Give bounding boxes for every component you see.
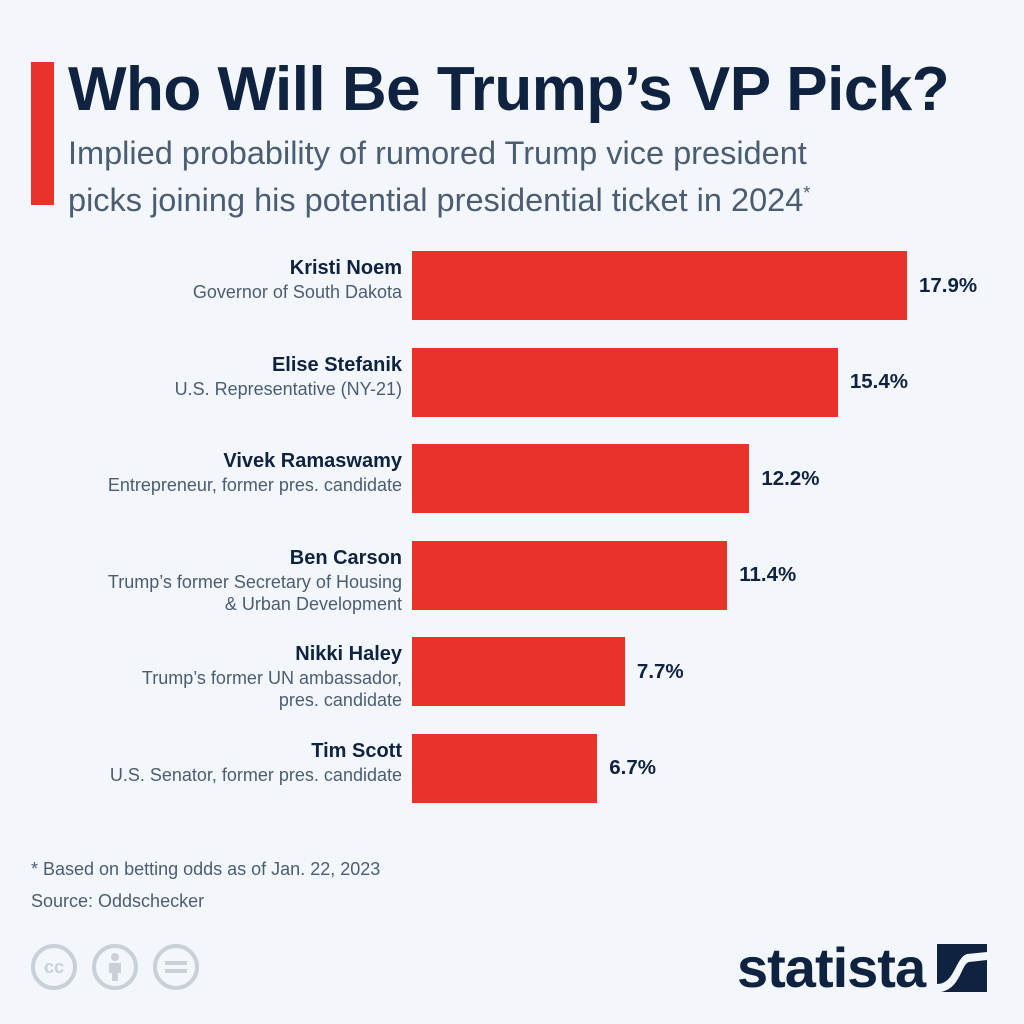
subtitle-line-1: Implied probability of rumored Trump vic… bbox=[68, 135, 807, 171]
category-description: Trump’s former Secretary of Housing bbox=[107, 571, 402, 592]
subtitle-line-2: picks joining his potential presidential… bbox=[68, 173, 968, 220]
category-label: Nikki Haley Trump’s former UN ambassador,… bbox=[142, 641, 402, 711]
no-derivatives-icon[interactable] bbox=[153, 944, 199, 990]
category-description: U.S. Senator, former pres. candidate bbox=[109, 764, 402, 785]
person-glyph bbox=[109, 953, 121, 981]
value-label: 6.7% bbox=[609, 756, 656, 779]
category-name: Nikki Haley bbox=[295, 643, 402, 665]
bar-nikki-haley bbox=[412, 637, 625, 706]
category-description: pres. candidate bbox=[278, 690, 402, 710]
category-name: Elise Stefanik bbox=[271, 353, 402, 376]
subtitle-line-2-text: picks joining his potential presidential… bbox=[68, 181, 804, 218]
category-description: Entrepreneur, former pres. candidate bbox=[107, 475, 402, 495]
subtitle-asterisk: * bbox=[803, 183, 811, 203]
bar-elise-stefanik bbox=[412, 347, 838, 417]
value-label: 11.4% bbox=[739, 563, 797, 586]
bar-tim-scott bbox=[412, 733, 598, 803]
footnote-source: Source: Oddschecker bbox=[31, 891, 205, 911]
category-label: Vivek Ramaswamy Entrepreneur, former pres… bbox=[108, 448, 402, 496]
category-description: & Urban Development bbox=[224, 593, 402, 614]
footnote-note: * Based on betting odds as of Jan. 22, 2… bbox=[31, 859, 381, 879]
category-label: Kristi Noem Governor of South Dakota bbox=[193, 255, 402, 303]
attribution-icon[interactable] bbox=[92, 944, 138, 990]
cc-icon[interactable]: cc bbox=[31, 944, 77, 990]
value-label: 15.4% bbox=[849, 370, 908, 393]
category-description: Trump’s former UN ambassador, bbox=[141, 668, 402, 688]
category-label: Ben Carson Trump’s former Secretary of Ho… bbox=[108, 545, 402, 615]
bar-vivek-ramaswamy bbox=[412, 444, 750, 513]
category-description: U.S. Representative (NY-21) bbox=[174, 378, 402, 399]
value-label: 17.9% bbox=[919, 273, 978, 297]
category-name: Kristi Noem bbox=[289, 257, 402, 279]
category-name: Ben Carson bbox=[289, 546, 402, 569]
statista-logo[interactable]: statista bbox=[737, 936, 988, 999]
category-description: Governor of South Dakota bbox=[192, 282, 402, 302]
chart-subtitle: Implied probability of rumored Trump vic… bbox=[68, 133, 968, 220]
value-label: 7.7% bbox=[636, 659, 684, 683]
value-label: 12.2% bbox=[761, 466, 820, 490]
bar-ben-carson bbox=[412, 540, 728, 610]
title-accent-bar bbox=[31, 62, 54, 205]
cc-icon-text: cc bbox=[43, 956, 65, 977]
category-name: Vivek Ramaswamy bbox=[223, 450, 402, 472]
category-label: Tim Scott U.S. Senator, former pres. cand… bbox=[110, 738, 402, 786]
footnote: * Based on betting odds as of Jan. 22, 2… bbox=[31, 853, 380, 917]
category-label: Elise Stefanik U.S. Representative (NY-21… bbox=[175, 352, 402, 400]
category-name: Tim Scott bbox=[311, 739, 402, 762]
statista-logo-icon bbox=[937, 944, 988, 992]
statista-wordmark: statista bbox=[737, 936, 926, 999]
equals-glyph bbox=[165, 961, 187, 973]
chart-title: Who Will Be Trump’s VP Pick? bbox=[68, 55, 950, 124]
bar-kristi-noem bbox=[412, 251, 907, 320]
